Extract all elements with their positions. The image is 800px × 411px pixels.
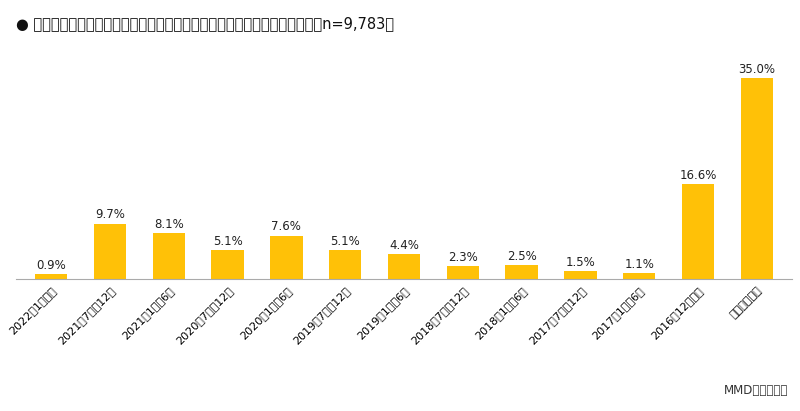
Text: 1.1%: 1.1%: [624, 258, 654, 271]
Text: 2.5%: 2.5%: [506, 250, 537, 263]
Text: 5.1%: 5.1%: [330, 235, 360, 248]
Bar: [446, 266, 479, 279]
Text: 7.6%: 7.6%: [271, 220, 302, 233]
Text: 35.0%: 35.0%: [738, 63, 775, 76]
Bar: [682, 184, 714, 279]
Bar: [329, 250, 362, 279]
Bar: [623, 273, 655, 279]
Text: 8.1%: 8.1%: [154, 217, 184, 231]
Text: 1.5%: 1.5%: [566, 256, 595, 268]
Bar: [153, 233, 185, 279]
Text: ● 最も利用しているスマートフォンの非接触決済サービスの利用開始時期（n=9,783）: ● 最も利用しているスマートフォンの非接触決済サービスの利用開始時期（n=9,7…: [16, 16, 394, 31]
Bar: [211, 250, 244, 279]
Text: 4.4%: 4.4%: [389, 239, 419, 252]
Bar: [270, 236, 302, 279]
Bar: [388, 254, 420, 279]
Bar: [741, 78, 773, 279]
Text: 0.9%: 0.9%: [36, 259, 66, 272]
Bar: [506, 265, 538, 279]
Text: 5.1%: 5.1%: [213, 235, 242, 248]
Text: 16.6%: 16.6%: [679, 169, 717, 182]
Text: 9.7%: 9.7%: [95, 208, 125, 222]
Text: 2.3%: 2.3%: [448, 251, 478, 264]
Text: MMD研究所調べ: MMD研究所調べ: [724, 383, 788, 397]
Bar: [35, 274, 67, 279]
Bar: [94, 224, 126, 279]
Bar: [564, 271, 597, 279]
